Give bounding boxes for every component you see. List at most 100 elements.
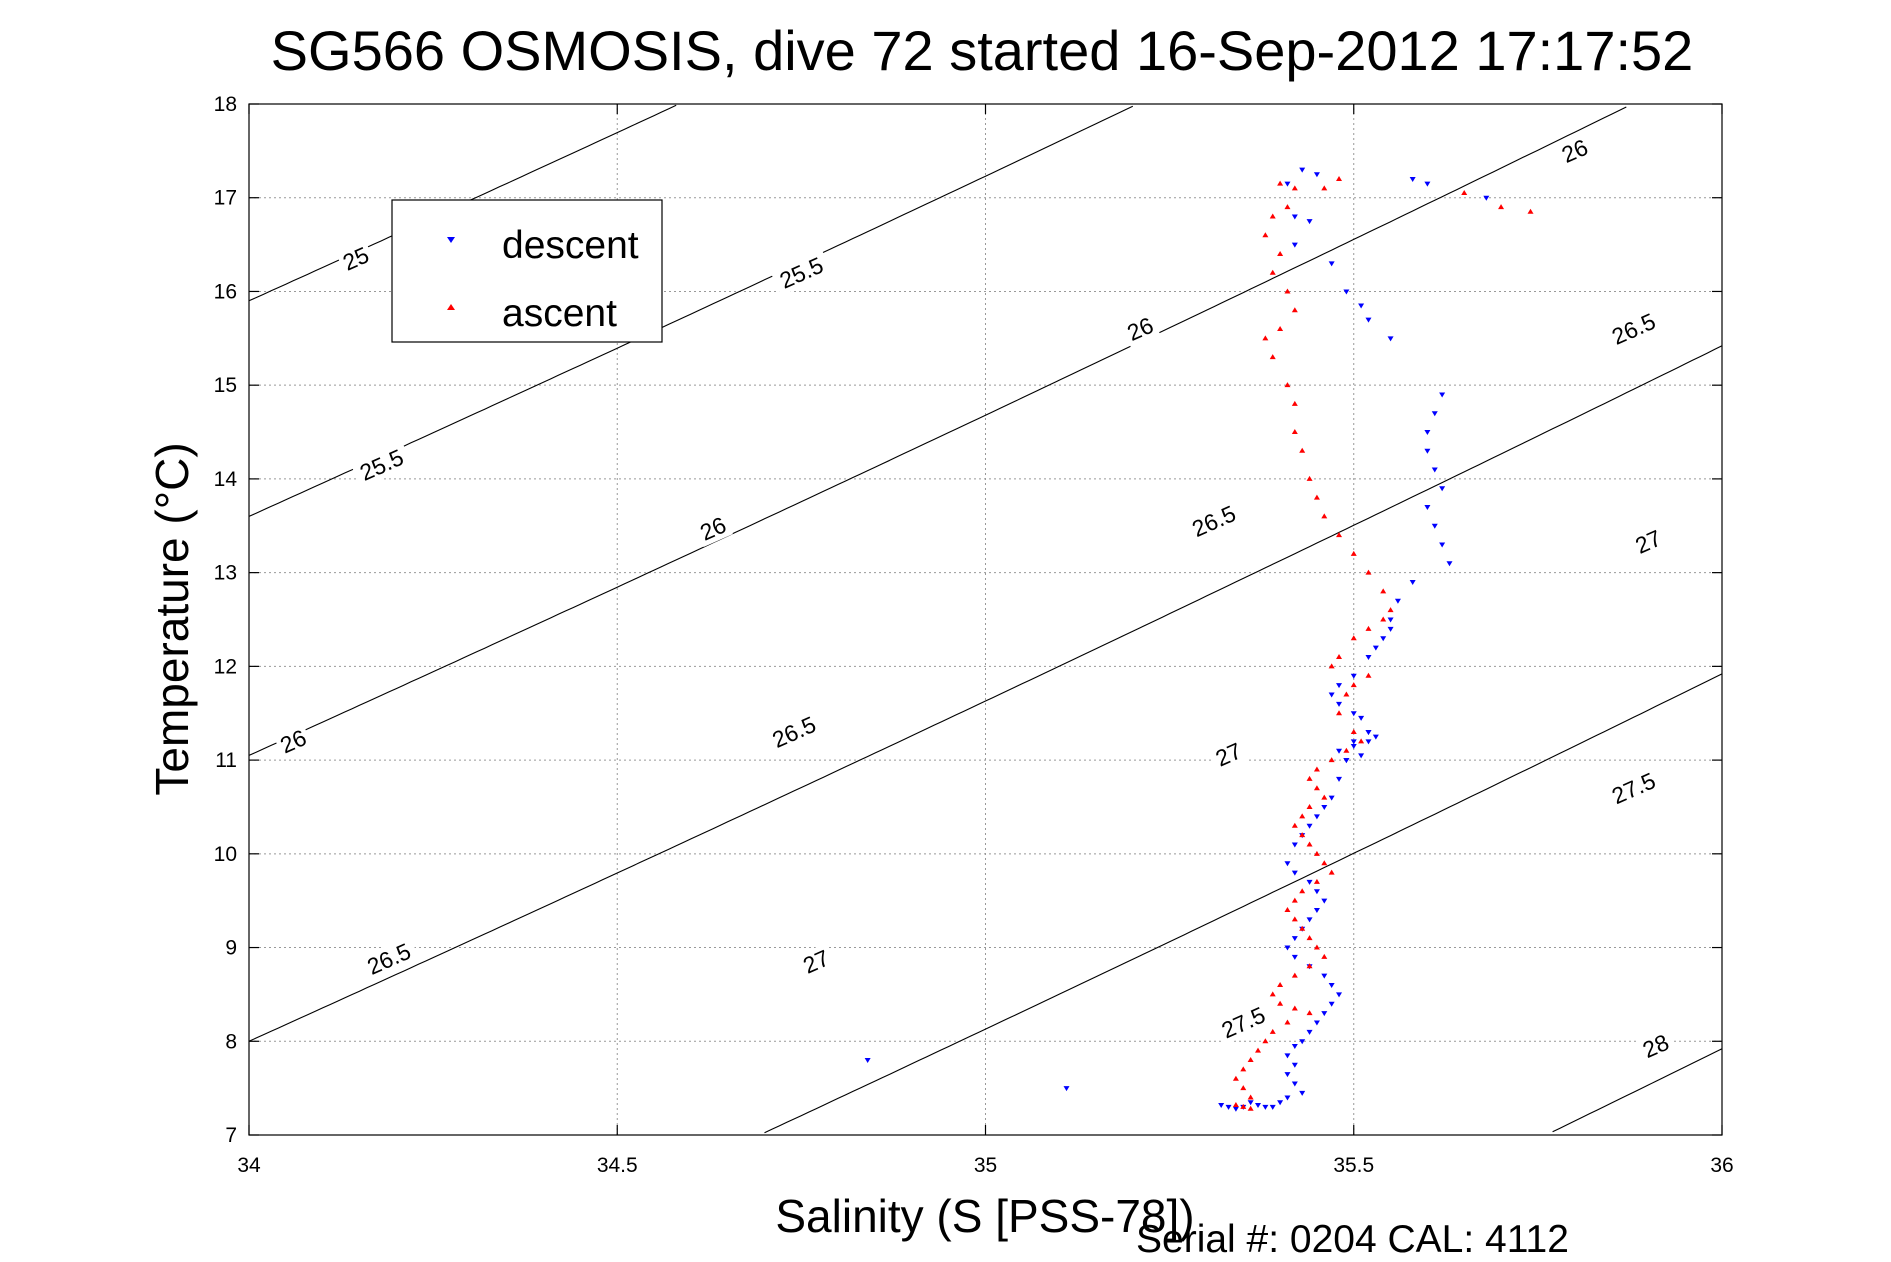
descent-point (1483, 195, 1490, 201)
x-axis-label: Salinity (S [PSS-78]) (775, 1190, 1194, 1242)
descent-point (1299, 1039, 1306, 1045)
ascent-point (1284, 907, 1291, 913)
descent-point (1365, 729, 1372, 735)
descent-point (1372, 645, 1379, 651)
ascent-point (1291, 822, 1298, 828)
legend-descent-marker (447, 237, 455, 243)
contour-label-bg (335, 240, 376, 277)
descent-point (1284, 1053, 1291, 1059)
y-tick-label: 8 (225, 1030, 237, 1053)
ascent-point (1306, 963, 1313, 969)
descent-point (1225, 1104, 1232, 1110)
ascent-point (1291, 400, 1298, 406)
descent-point (1372, 734, 1379, 740)
x-tick-label: 34 (237, 1154, 261, 1177)
contour-label-group: 27 (796, 943, 837, 980)
descent-point (1291, 842, 1298, 848)
ascent-point (1247, 1094, 1254, 1100)
descent-point (1284, 1095, 1291, 1101)
ascent-point (1240, 1103, 1247, 1109)
contour-label-group: 26.5 (358, 935, 420, 983)
y-tick-label: 10 (214, 843, 237, 866)
descent-point (1350, 739, 1357, 745)
descent-point (1328, 795, 1335, 801)
ascent-point (1350, 682, 1357, 688)
contour-label-bg (1554, 132, 1595, 170)
descent-point (1328, 692, 1335, 698)
contour-label-group: 25.5 (350, 441, 413, 489)
ascent-point (1299, 447, 1306, 453)
contour-label-bg (763, 708, 825, 756)
ascent-point (1387, 607, 1394, 613)
descent-point (1431, 467, 1438, 473)
descent-point (1358, 303, 1365, 309)
isopycnal-line (1552, 1048, 1723, 1133)
ascent-point (1240, 1066, 1247, 1072)
contour-label-bg (1602, 764, 1665, 812)
ascent-point (1284, 204, 1291, 210)
ascent-point (1277, 180, 1284, 186)
ascent-point (1365, 672, 1372, 678)
descent-point (1247, 1100, 1254, 1106)
ascent-point (1240, 1085, 1247, 1091)
ascent-point (1313, 494, 1320, 500)
descent-point (1387, 626, 1394, 632)
contour-label-group: 26 (273, 722, 314, 760)
ascent-point (1262, 232, 1269, 238)
descent-point (1350, 711, 1357, 717)
descent-point (1358, 753, 1365, 759)
ascent-point (1343, 691, 1350, 697)
ascent-point (1291, 429, 1298, 435)
ascent-point (1380, 588, 1387, 594)
serial-cal-footer: Serial #: 0204 CAL: 4112 (1136, 1218, 1569, 1261)
descent-point (1218, 1103, 1225, 1109)
contour-label-bg (358, 935, 420, 983)
ascent-point (1284, 382, 1291, 388)
ascent-point (1313, 766, 1320, 772)
ascent-point (1527, 208, 1534, 214)
contour-label-group: 27.5 (1212, 999, 1275, 1046)
descent-point (1291, 214, 1298, 220)
descent-point (1439, 542, 1446, 548)
ascent-point (1328, 663, 1335, 669)
descent-point (1291, 954, 1298, 960)
ascent-point (1313, 944, 1320, 950)
contour-label-bg (1628, 523, 1669, 561)
x-tick-label: 36 (1710, 1154, 1733, 1177)
ascent-point (1277, 250, 1284, 256)
legend-ascent-marker (447, 304, 455, 310)
descent-point (1336, 992, 1343, 998)
ascent-point (1262, 335, 1269, 341)
contour-label-group: 28 (1635, 1027, 1676, 1065)
descent-point (1350, 744, 1357, 750)
ascent-point (1498, 204, 1505, 210)
descent-point (1365, 317, 1372, 323)
y-tick-label: 14 (214, 468, 238, 491)
ascent-point (1255, 1047, 1262, 1053)
contour-label-group: 27 (1208, 736, 1249, 773)
x-tick-label: 35.5 (1333, 1154, 1374, 1177)
ascent-point (1299, 832, 1306, 838)
ascent-point (1299, 813, 1306, 819)
descent-point (1232, 1106, 1239, 1112)
descent-point (1424, 181, 1431, 187)
ascent-point (1291, 185, 1298, 191)
ascent-point (1313, 878, 1320, 884)
contour-label-group: 26 (1120, 310, 1161, 348)
ascent-point (1336, 532, 1343, 538)
ascent-point (1365, 625, 1372, 631)
y-tick-label: 11 (215, 749, 237, 772)
descent-point (1306, 219, 1313, 225)
contour-label-group: 26.5 (1182, 497, 1245, 545)
descent-point (1431, 411, 1438, 417)
descent-point (1358, 715, 1365, 721)
descent-point (1284, 945, 1291, 951)
descent-point (1409, 580, 1416, 586)
descent-point (1269, 1104, 1276, 1110)
descent-point (1262, 1104, 1269, 1110)
descent-point (1336, 748, 1343, 754)
ascent-point (1365, 569, 1372, 575)
contour-label-bg (770, 249, 833, 296)
ascent-point (1321, 513, 1328, 519)
